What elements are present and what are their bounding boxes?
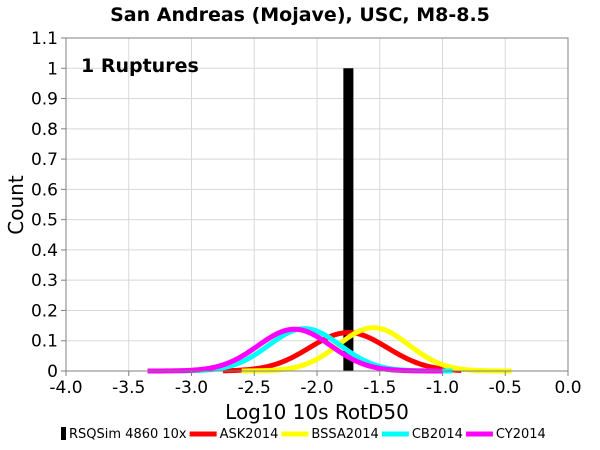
legend-item: CB2014 xyxy=(381,427,463,442)
plot-area xyxy=(147,68,512,374)
y-tick-label: 0.5 xyxy=(31,211,58,231)
legend-label: RSQSim 4860 10x xyxy=(69,427,187,442)
legend-item: BSSA2014 xyxy=(281,427,379,442)
histogram-bar xyxy=(343,68,354,371)
chart-title: San Andreas (Mojave), USC, M8-8.5 xyxy=(110,4,490,26)
y-tick-label: 0.6 xyxy=(31,180,58,200)
series-line-cy2014 xyxy=(147,326,443,374)
y-tick-label: 0.9 xyxy=(31,90,58,110)
legend-item: ASK2014 xyxy=(189,427,279,442)
rupture-count-annotation: 1 Ruptures xyxy=(81,55,199,77)
legend-label: ASK2014 xyxy=(220,427,279,442)
y-tick-label: 0.7 xyxy=(31,150,58,170)
legend-item: CY2014 xyxy=(465,427,546,442)
y-tick-label: 1 xyxy=(47,59,58,79)
y-tick-label: 0.3 xyxy=(31,271,58,291)
x-axis-ticks: -4.0 -3.5 -3.0 -2.5 -2.0 -1.5 -1.0 -0.5 0.0 xyxy=(49,371,582,398)
x-tick-label: 0.0 xyxy=(554,378,581,398)
y-tick-label: 0.8 xyxy=(31,120,58,140)
legend-label: BSSA2014 xyxy=(311,427,378,442)
x-tick-label: -4.0 xyxy=(49,378,82,398)
y-tick-label: 1.1 xyxy=(31,29,58,49)
y-tick-label: 0.1 xyxy=(31,332,58,352)
y-tick-label: 0.4 xyxy=(31,241,58,261)
legend-swatch xyxy=(61,427,66,440)
x-tick-label: -3.0 xyxy=(175,378,208,398)
x-tick-label: -2.5 xyxy=(238,378,271,398)
series-line-ask2014 xyxy=(222,330,462,374)
x-tick-label: -1.5 xyxy=(363,378,396,398)
legend-item: RSQSim 4860 10x xyxy=(61,427,187,442)
legend: RSQSim 4860 10x ASK2014 BSSA2014 CB2014 CY20… xyxy=(61,427,546,442)
y-axis-label: Count xyxy=(4,175,28,235)
y-tick-label: 0.2 xyxy=(31,301,58,321)
series-line-bssa2014 xyxy=(241,325,512,374)
legend-label: CY2014 xyxy=(496,427,546,442)
x-tick-label: -0.5 xyxy=(489,378,522,398)
x-tick-label: -3.5 xyxy=(112,378,145,398)
x-tick-label: -1.0 xyxy=(426,378,459,398)
y-axis-ticks: 0 0.1 0.2 0.3 0.4 0.5 0.6 0.7 0.8 0.9 1 1.1 xyxy=(31,29,66,382)
x-tick-label: -2.0 xyxy=(300,378,333,398)
y-tick-label: 0 xyxy=(47,362,58,382)
x-axis-label: Log10 10s RotD50 xyxy=(225,400,409,424)
legend-label: CB2014 xyxy=(412,427,463,442)
